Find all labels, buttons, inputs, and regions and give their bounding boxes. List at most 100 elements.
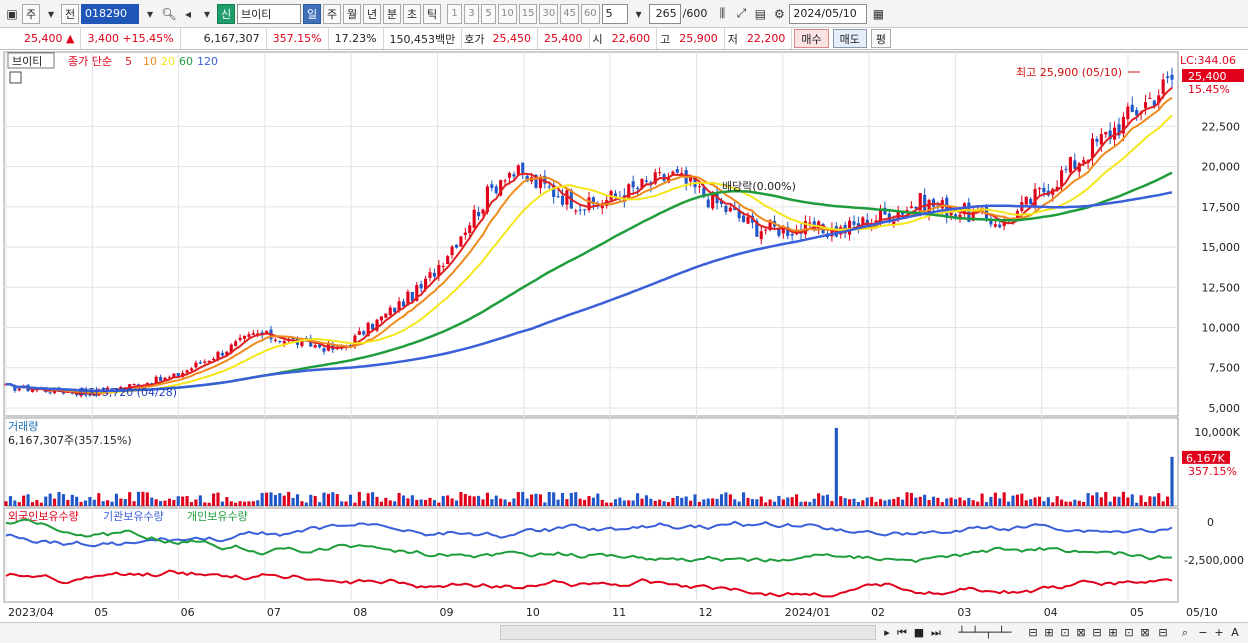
period-button[interactable]: 주 <box>323 3 341 24</box>
layout-icon[interactable]: ⊠ <box>1076 626 1086 639</box>
volume-bar <box>914 497 918 506</box>
volume-bar <box>335 494 339 506</box>
draw-tool-icon[interactable]: ⤢ <box>736 6 747 20</box>
volume-bar <box>150 497 154 506</box>
candle-body <box>70 392 74 394</box>
interval-button[interactable]: 30 <box>539 3 559 24</box>
zoom-in-icon[interactable]: + <box>1214 626 1224 639</box>
calendar-icon[interactable]: ▦ <box>872 6 885 21</box>
volume-bar <box>923 494 927 506</box>
holdings-y-tick: 0 <box>1207 516 1214 529</box>
interval-button[interactable]: 3 <box>464 3 479 24</box>
candle-body <box>697 186 701 188</box>
candle-body <box>1064 168 1068 170</box>
volume-bar <box>53 498 57 506</box>
candle-body <box>176 373 180 377</box>
layout-icon[interactable]: ⊡ <box>1060 626 1070 639</box>
stop-icon[interactable]: ■ <box>913 626 925 639</box>
date-input[interactable]: 2024/05/10 <box>789 3 868 24</box>
candle-body <box>238 337 242 341</box>
period-button[interactable]: 분 <box>383 3 401 24</box>
stock-name-field[interactable]: 브이티 <box>237 3 301 24</box>
layout-icon[interactable]: ⊠ <box>1140 626 1150 639</box>
candle-body <box>574 210 578 212</box>
candle-body <box>450 246 454 256</box>
chevron-down-icon[interactable]: ▾ <box>146 6 154 21</box>
first-icon[interactable]: ⏮ <box>897 625 907 639</box>
search-icon[interactable]: ⌕ <box>1181 625 1189 639</box>
legend-ma-period: 5 <box>125 55 132 68</box>
interval-button[interactable]: 5 <box>481 3 496 24</box>
period-button[interactable]: 년 <box>363 3 381 24</box>
speaker-icon[interactable]: ◂ <box>184 6 192 21</box>
layout-icon[interactable]: ▣ <box>6 6 18 21</box>
candle-body <box>768 220 772 231</box>
volume-bar <box>971 500 975 506</box>
volume-bar <box>393 501 397 506</box>
candle-body <box>892 219 896 225</box>
ask-price: 25,450 <box>487 28 539 49</box>
candle-body <box>543 175 547 184</box>
layout-icon[interactable]: ⊟ <box>1028 626 1038 639</box>
layout-icon[interactable]: ⊟ <box>1158 626 1168 639</box>
candle-body <box>927 199 931 214</box>
chevron-down-icon[interactable]: ▾ <box>47 6 55 21</box>
stock-chart[interactable]: 2023/04 05 06 07 08 09 10 11 12 2024/01 02 03 04 05 05… <box>0 50 1248 622</box>
interval-button[interactable]: 45 <box>560 3 579 24</box>
gear-icon[interactable]: ⚙ <box>773 6 785 21</box>
volume-bar <box>503 499 507 506</box>
period-type-select[interactable]: 주 <box>22 3 40 24</box>
volume-bar <box>375 496 379 506</box>
layout-icon[interactable]: ⊞ <box>1108 626 1118 639</box>
x-tick-label: 09 <box>440 606 454 619</box>
scrollbar[interactable] <box>500 625 876 640</box>
low-label: 저 <box>727 32 738 46</box>
interval-button[interactable]: 10 <box>498 3 517 24</box>
candle-body <box>163 377 167 381</box>
interval-button[interactable]: 60 <box>580 3 600 24</box>
interval-button[interactable]: 1 <box>447 3 462 24</box>
buy-button[interactable]: 매수 <box>794 29 829 48</box>
layout-icon[interactable]: ⊞ <box>1044 626 1054 639</box>
search-icon[interactable]: 🔍︎ <box>161 6 177 21</box>
volume-bar <box>984 502 989 506</box>
chevron-down-icon[interactable]: ▾ <box>203 6 211 21</box>
volume-bar <box>622 500 626 506</box>
candle-body <box>1042 187 1046 193</box>
volume-bar <box>1170 456 1174 506</box>
interval-button[interactable]: 15 <box>518 3 538 24</box>
period-button[interactable]: 일 <box>303 3 321 24</box>
candle-body <box>379 316 383 321</box>
save-icon[interactable]: ▤ <box>754 6 767 21</box>
compare-button[interactable]: 전 <box>61 3 79 24</box>
interval-select[interactable]: 5 <box>601 3 628 24</box>
candle-body <box>189 368 194 371</box>
interval-button-group: 1 3 5 10 15 30 45 60 <box>447 3 602 24</box>
candle-body <box>1170 74 1174 80</box>
chevron-down-icon[interactable]: ▾ <box>635 6 642 21</box>
scroll-right-icon[interactable]: ▸ <box>884 626 890 639</box>
stock-code-input[interactable]: 018290 <box>81 3 139 24</box>
sell-button[interactable]: 매도 <box>832 29 867 48</box>
price-info-bar: 25,400 ▲ 3,400 +15.45% 6,167,307 357.15%… <box>0 28 1248 50</box>
zoom-out-icon[interactable]: − <box>1198 626 1208 639</box>
candle-body <box>733 207 737 211</box>
volume-bar <box>772 501 777 506</box>
period-button[interactable]: 월 <box>343 3 361 24</box>
volume-bar <box>216 492 220 506</box>
candle-body <box>803 221 807 235</box>
chart-type-icon[interactable]: ⫼ <box>719 6 726 20</box>
volume-bar <box>1117 496 1121 506</box>
volume-bar <box>256 500 260 506</box>
eval-button[interactable]: 평 <box>870 29 892 48</box>
candle-body <box>1126 106 1130 120</box>
period-button[interactable]: 초 <box>403 3 421 24</box>
count-input[interactable]: 265 <box>648 3 681 24</box>
text-icon[interactable]: A <box>1231 626 1239 639</box>
layout-icon[interactable]: ⊡ <box>1124 626 1134 639</box>
last-icon[interactable]: ⏭ <box>931 625 941 639</box>
period-button[interactable]: 틱 <box>423 3 441 24</box>
volume-bar <box>538 494 542 506</box>
zoom-slider-icon[interactable]: ┴─┴─┬─┴─ <box>958 626 1012 639</box>
layout-icon[interactable]: ⊟ <box>1092 626 1102 639</box>
